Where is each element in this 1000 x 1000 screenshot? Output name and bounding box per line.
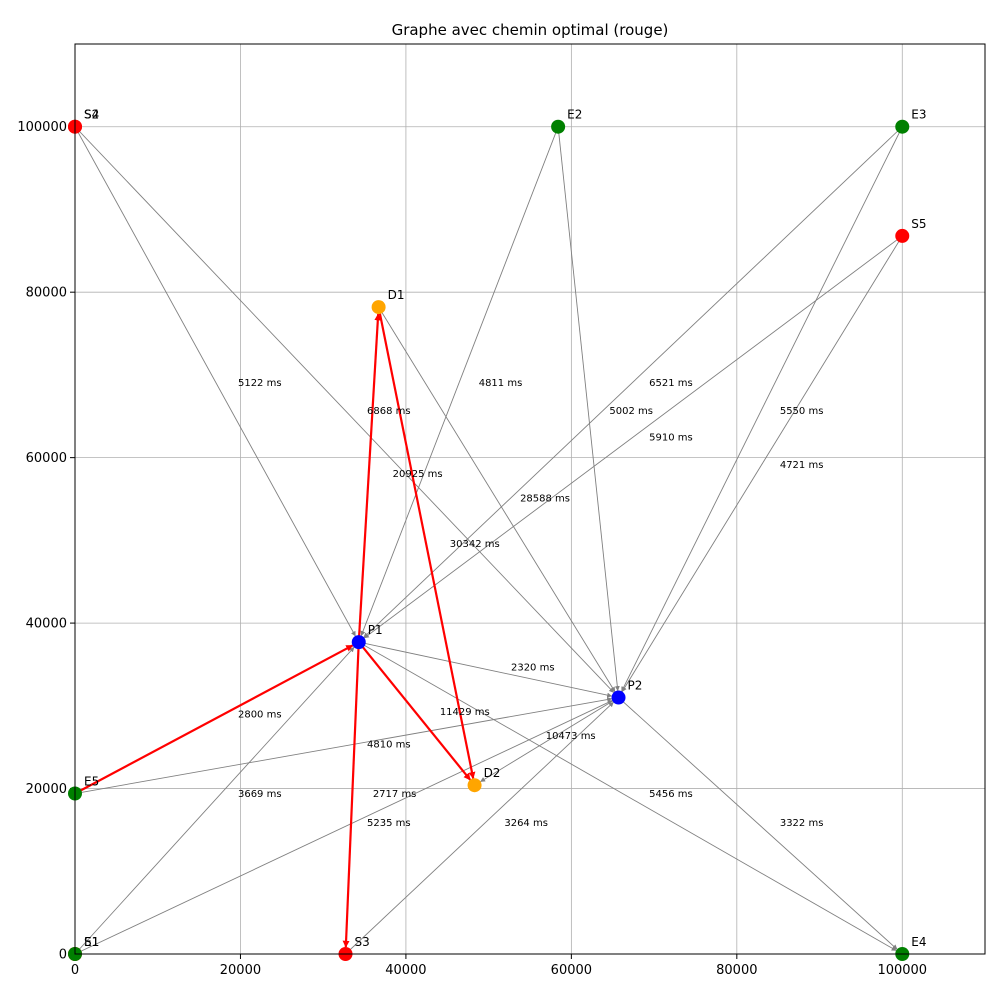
node-label-E3: E3 [911,108,926,122]
node-label-E5: E5 [84,775,99,789]
node-label-S2: S2 [84,108,99,122]
edge-label-P2-E4: 3322 ms [780,818,824,829]
edge-label-P1-P2: 2320 ms [511,662,555,673]
chart-title: Graphe avec chemin optimal (rouge) [392,21,669,39]
x-tick-label: 40000 [385,963,426,978]
edge-label-D1-P2: 28588 ms [520,494,570,505]
node-label-E1: E1 [84,935,99,949]
edge-label-S5-P2: 4721 ms [780,460,824,471]
edge-P1-P2 [358,641,613,698]
y-tick-label: 100000 [17,120,67,135]
optimal-edge-P1-D1 [357,313,382,643]
edge-P2-D2 [480,697,619,782]
edge-label-D1-D2: 30342 ms [450,539,500,550]
node-E2 [551,119,566,134]
edges [74,126,903,955]
optimal-path [74,306,476,948]
edge-label-S2-P1: 5122 ms [238,378,282,389]
edge-E3-P2 [621,126,903,692]
node-P2 [611,690,626,705]
node-label-P1: P1 [368,623,383,637]
grid [74,44,985,955]
edge-S1-P1 [74,646,355,955]
optimal-edge-E5-P1 [74,644,354,795]
axes: 0 20000 40000 60000 80000 100000 0 20000 40000 60… [17,120,927,978]
edge-label-E1-P2: 5235 ms [367,818,411,829]
node-label-D2: D2 [484,766,501,780]
edge-D1-P2 [378,306,616,693]
edge-label-S3-P2: 3264 ms [504,818,548,829]
y-tick-label: 80000 [26,286,67,301]
edge-label-P1-D1: 20925 ms [393,469,443,480]
node-label-S5: S5 [911,217,926,231]
node-label-P2: P2 [628,679,643,693]
node-label-D1: D1 [388,288,405,302]
plot-frame [74,43,986,955]
edge-label-S5-P1: 5910 ms [649,432,693,443]
edge-label-E5-P2: 4810 ms [367,739,411,750]
node-D2 [467,778,482,793]
node-label-S4: S4 [84,108,99,122]
edge-label-P2-D2: 10473 ms [546,731,596,742]
edge-labels: 5122 ms 6868 ms 4811 ms 5002 ms 6521 ms 5550 … [238,378,823,829]
y-tick-label: 40000 [26,617,67,632]
edge-E5-P2 [74,697,613,794]
edge-S5-P1 [363,235,903,639]
y-tick-label: 60000 [26,451,67,466]
edge-label-E2-P1: 4811 ms [479,378,523,389]
edge-label-P1-E4: 5456 ms [649,789,693,800]
edge-S3-P2 [345,701,614,955]
node-label-S3: S3 [355,935,370,949]
edge-E2-P1 [360,126,559,637]
edge-label-E5-P1: 2800 ms [238,710,282,721]
edge-label-E2-P2: 5002 ms [609,406,653,417]
node-label-E4: E4 [911,935,926,949]
x-tick-label: 20000 [220,963,261,978]
optimal-edge-D1-D2 [377,306,476,780]
nodes [68,119,910,961]
edge-E1-P2 [74,700,613,955]
edge-label-E3-P1: 6521 ms [649,378,693,389]
x-tick-label: 60000 [551,963,592,978]
edge-E3-P1 [363,126,903,638]
x-tick-label: 80000 [716,963,757,978]
edge-S4-P2 [74,126,615,693]
x-tick-label: 100000 [877,963,927,978]
x-tick-label: 0 [71,963,79,978]
node-E3 [895,119,910,134]
node-S5 [895,228,910,243]
optimal-edge-P1-D2 [357,641,472,781]
y-tick-label: 20000 [26,782,67,797]
edge-label-E3-P2: 5550 ms [780,406,824,417]
edge-P1-E4 [358,641,897,951]
edge-S5-P2 [621,235,903,693]
edge-label-S1-P1: 3669 ms [238,789,282,800]
edge-label-P1-S3: 2717 ms [373,789,417,800]
node-label-E2: E2 [567,108,582,122]
edge-label-S4-P2: 6868 ms [367,406,411,417]
edge-E2-P2 [557,126,620,692]
edge-P2-E4 [618,697,898,950]
y-tick-label: 0 [59,948,67,963]
node-D1 [371,300,386,315]
optimal-edge-P1-S3 [342,642,360,948]
node-label-S1: S1 [84,935,99,949]
edge-S2-P1 [74,126,356,637]
node-P1 [351,635,366,650]
edge-label-P1-D2: 11429 ms [440,707,490,718]
